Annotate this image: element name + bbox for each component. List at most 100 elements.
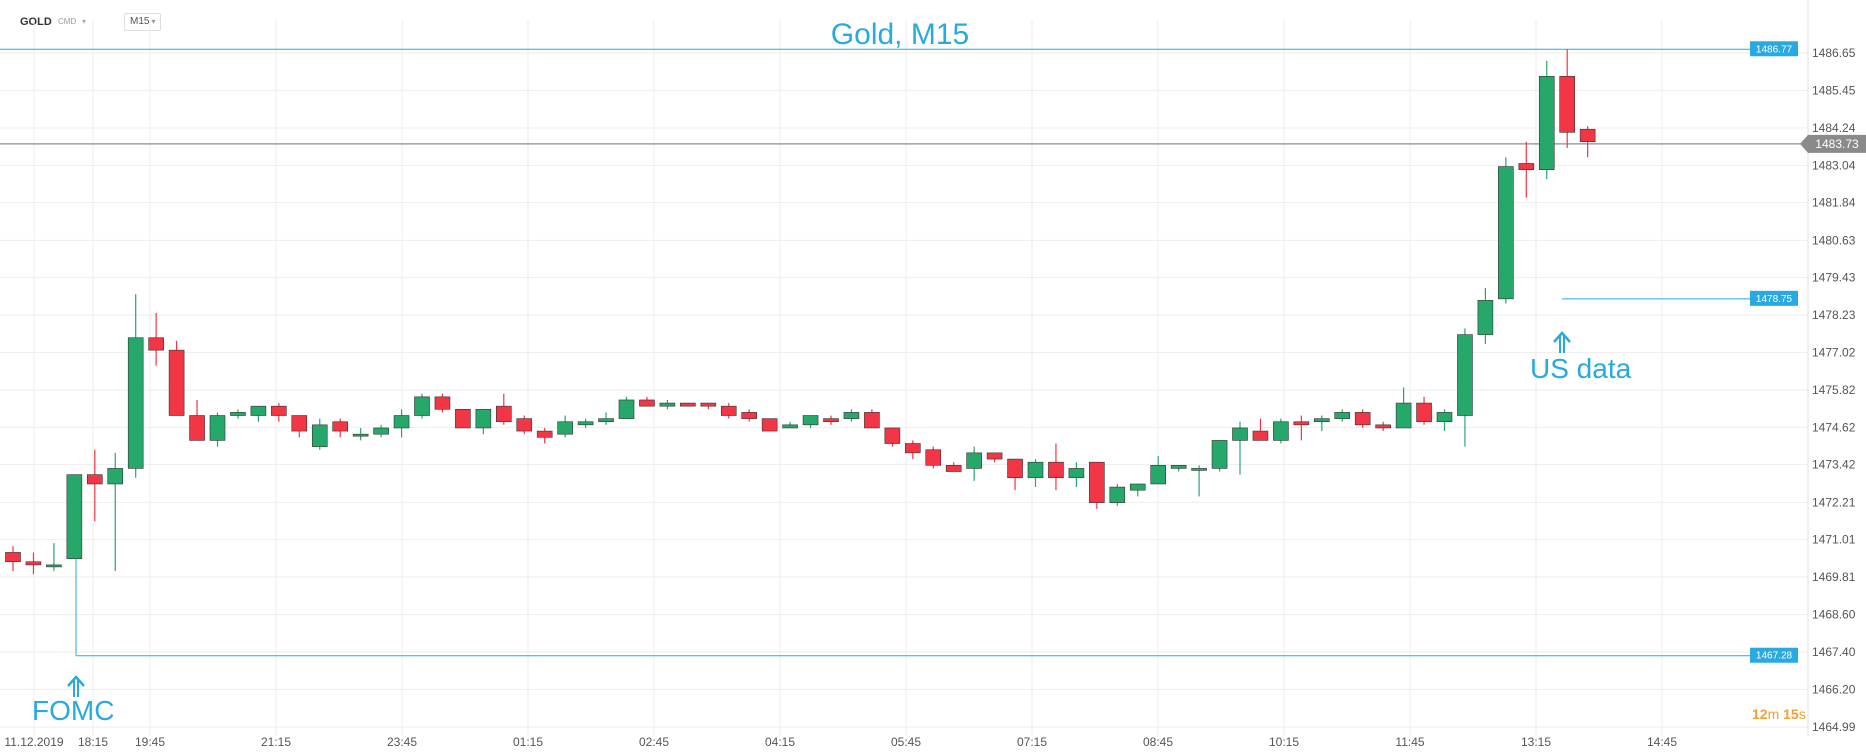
candle-bearish bbox=[823, 415, 839, 425]
candle-body bbox=[1538, 76, 1555, 170]
candle-bullish bbox=[659, 399, 676, 410]
price-tick-label: 1481.84 bbox=[1812, 196, 1856, 210]
candle-body bbox=[1048, 461, 1064, 479]
price-tick-label: 1467.40 bbox=[1812, 645, 1856, 659]
annotation-fomc: FOMC bbox=[32, 695, 114, 726]
candle-bearish bbox=[189, 399, 205, 441]
candle-bullish bbox=[1498, 157, 1514, 304]
candle-bullish bbox=[46, 543, 62, 572]
price-tick-label: 1477.02 bbox=[1812, 346, 1856, 360]
timer-seconds: 15 bbox=[1783, 706, 1799, 722]
candle-bearish bbox=[864, 409, 880, 429]
price-tick-label: 1486.65 bbox=[1812, 46, 1856, 60]
arrow-head bbox=[1553, 331, 1571, 343]
price-tick-label: 1468.60 bbox=[1812, 608, 1856, 622]
candle-bullish bbox=[1068, 462, 1085, 488]
candles bbox=[5, 49, 1596, 575]
candle-body bbox=[250, 405, 267, 416]
candle-body bbox=[1232, 427, 1248, 441]
candle-body bbox=[639, 399, 655, 407]
candle-body bbox=[536, 430, 553, 438]
candle-body bbox=[1395, 402, 1412, 429]
price-tick-label: 1475.82 bbox=[1812, 383, 1856, 397]
time-tick-label: 23:45 bbox=[387, 735, 417, 749]
candle-body bbox=[1498, 166, 1514, 300]
candle-bearish bbox=[945, 462, 962, 472]
candle-bullish bbox=[1457, 328, 1473, 447]
time-tick-label: 13:15 bbox=[1521, 735, 1551, 749]
candle-bearish bbox=[639, 396, 655, 407]
timer-seconds-unit: s bbox=[1798, 706, 1806, 722]
candle-bullish bbox=[577, 418, 594, 428]
candle-bearish bbox=[5, 546, 21, 572]
time-tick-label: 14:45 bbox=[1647, 735, 1677, 749]
chart-toolbar: GOLD CMD ▾ M15 ▾ bbox=[0, 0, 400, 32]
time-tick-label: 18:15 bbox=[78, 735, 108, 749]
candle-bearish bbox=[1089, 461, 1105, 509]
candle-bearish bbox=[495, 393, 512, 425]
candle-body bbox=[904, 443, 921, 454]
candle-bearish bbox=[925, 446, 942, 469]
candle-bullish bbox=[1273, 418, 1289, 444]
candle-body bbox=[127, 337, 144, 469]
candle-body bbox=[1252, 430, 1269, 441]
time-tick-label: 11.12.2019 bbox=[4, 735, 63, 749]
candle-body bbox=[455, 408, 471, 429]
candle-body bbox=[843, 412, 860, 419]
candle-body bbox=[87, 474, 103, 485]
timeframe-selector[interactable]: M15 ▾ bbox=[124, 13, 162, 31]
candle-body bbox=[1027, 461, 1044, 479]
candle-bullish bbox=[598, 412, 614, 425]
annotation-us-data: US data bbox=[1530, 353, 1632, 384]
candle-body bbox=[700, 402, 717, 407]
price-tick-label: 1469.81 bbox=[1812, 570, 1856, 584]
candle-bullish bbox=[966, 446, 982, 481]
time-tick-label: 21:15 bbox=[261, 735, 291, 749]
symbol-label[interactable]: GOLD bbox=[20, 16, 52, 28]
candle-bearish bbox=[700, 402, 717, 410]
candle-bearish bbox=[680, 402, 696, 407]
candle-bullish bbox=[1436, 409, 1453, 432]
timeframe-label: M15 bbox=[130, 16, 150, 27]
time-tick-label: 04:15 bbox=[765, 735, 795, 749]
candle-bearish bbox=[516, 415, 533, 435]
candle-body bbox=[66, 474, 83, 559]
level-marker bbox=[1750, 647, 1798, 663]
candle-bearish bbox=[720, 403, 737, 419]
candle-body bbox=[884, 427, 901, 444]
candle-bullish bbox=[475, 408, 492, 435]
up-arrow-icon bbox=[1553, 331, 1571, 353]
candle-body bbox=[577, 421, 594, 426]
chevron-down-icon[interactable]: ▾ bbox=[82, 17, 87, 26]
chevron-down-icon: ▾ bbox=[151, 17, 156, 26]
horizontal-levels: 1486.77 1478.75 1467.28 1483.73 bbox=[0, 41, 1866, 663]
candle-bearish bbox=[1375, 421, 1391, 432]
candle-bullish bbox=[1395, 387, 1412, 429]
candle-bullish bbox=[1109, 483, 1126, 506]
candle-body bbox=[516, 418, 533, 432]
candle-bullish bbox=[66, 474, 83, 559]
candle-bullish bbox=[1129, 483, 1146, 497]
candle-body bbox=[1518, 163, 1535, 170]
candle-body bbox=[209, 415, 226, 441]
candle-bearish bbox=[291, 415, 308, 438]
price-tick-label: 1480.63 bbox=[1812, 233, 1856, 247]
candle-body bbox=[1007, 458, 1023, 479]
candle-body bbox=[1109, 486, 1126, 503]
candle-bullish bbox=[1477, 287, 1494, 344]
candle-bullish bbox=[557, 415, 573, 438]
price-axis: 1486.65 1485.45 1484.24 1483.04 1481.84 1480.… bbox=[1812, 46, 1856, 734]
candle-bullish bbox=[127, 294, 144, 478]
level-marker bbox=[1750, 290, 1798, 306]
candle-body bbox=[1314, 418, 1330, 423]
candle-bullish bbox=[373, 424, 389, 438]
candle-body bbox=[1211, 440, 1228, 469]
candle-bullish bbox=[107, 452, 124, 572]
chart-title: Gold, M15 bbox=[831, 18, 969, 51]
candle-bullish bbox=[1314, 415, 1330, 432]
candle-body bbox=[659, 402, 676, 407]
candle-bearish bbox=[332, 418, 349, 438]
candle-body bbox=[741, 412, 758, 419]
candle-body bbox=[925, 449, 942, 466]
